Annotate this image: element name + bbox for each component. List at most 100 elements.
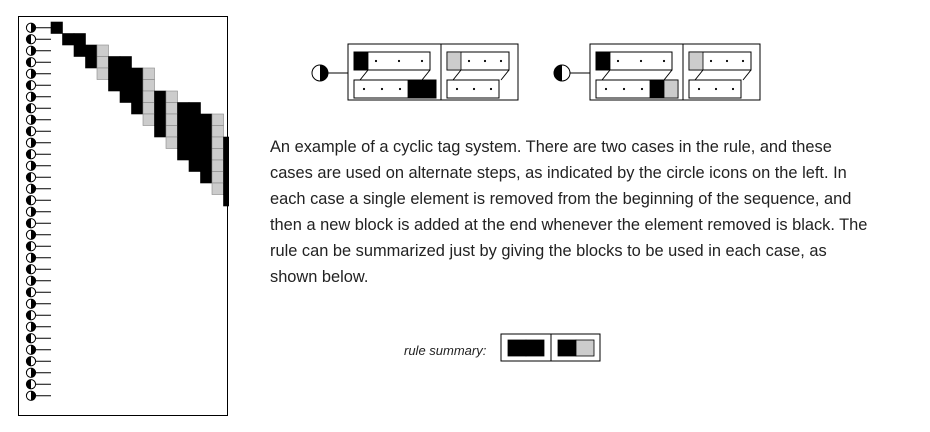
ellipsis-dot: [622, 87, 626, 91]
sequence-cell: [200, 171, 213, 184]
step-phase-icon: [25, 218, 37, 229]
step-phase-icon: [25, 80, 37, 91]
sequence-cell: [142, 79, 155, 92]
sequence-cell: [154, 113, 167, 126]
ellipsis-dot: [697, 87, 701, 91]
ellipsis-dot: [489, 87, 493, 91]
sequence-cell: [131, 102, 144, 115]
step-phase-icon: [25, 91, 37, 102]
step-phase-icon: [25, 241, 37, 252]
sequence-cell: [223, 182, 229, 195]
step-phase-icon: [25, 298, 37, 309]
sequence-cell: [200, 148, 213, 161]
sequence-cell: [165, 102, 178, 115]
sequence-cell: [85, 56, 98, 69]
step-phase-icon: [25, 114, 37, 125]
sequence-cell: [211, 148, 224, 161]
sequence-cell: [165, 125, 178, 138]
ellipsis-dot: [374, 59, 378, 63]
ellipsis-dot: [741, 59, 745, 63]
ellipsis-dot: [472, 87, 476, 91]
sequence-cell: [119, 67, 132, 80]
sequence-cell: [200, 136, 213, 149]
output-row-black: [353, 79, 437, 99]
evolution-panel: [18, 16, 229, 416]
sequence-cell: [177, 102, 190, 115]
sequence-cell: [188, 148, 201, 161]
input-row-gray: [446, 51, 510, 71]
step-phase-icon: [25, 45, 37, 56]
step-phase-icon: [25, 333, 37, 344]
sequence-cell: [165, 113, 178, 126]
ellipsis-dot: [455, 87, 459, 91]
sequence-cell: [108, 56, 121, 69]
step-phase-icon: [25, 160, 37, 171]
added-cell: [663, 79, 679, 99]
sequence-cell: [188, 102, 201, 115]
sequence-cell: [223, 136, 229, 149]
sequence-cell: [211, 113, 224, 126]
step-phase-icon: [25, 229, 37, 240]
sequence-cell: [131, 90, 144, 103]
removed-cell: [353, 51, 369, 71]
sequence-cell: [165, 90, 178, 103]
ellipsis-dot: [640, 87, 644, 91]
sequence-cell: [211, 171, 224, 184]
ellipsis-dot: [604, 87, 608, 91]
ellipsis-dot: [398, 87, 402, 91]
sequence-cell: [96, 56, 109, 69]
evolution-grid: [25, 21, 229, 401]
input-row-black: [353, 51, 431, 71]
step-phase-icon: [25, 149, 37, 160]
sequence-cell: [165, 136, 178, 149]
sequence-cell: [108, 67, 121, 80]
sequence-cell: [154, 90, 167, 103]
sequence-cell: [62, 33, 75, 46]
rule-summary-box: [500, 333, 601, 362]
sequence-cell: [154, 125, 167, 138]
sequence-cell: [211, 159, 224, 172]
sequence-cell: [188, 136, 201, 149]
added-cell: [421, 79, 437, 99]
ellipsis-dot: [725, 59, 729, 63]
step-phase-icon: [25, 22, 37, 33]
output-row-black: [595, 79, 679, 99]
step-phase-icon: [25, 275, 37, 286]
sequence-cell: [177, 125, 190, 138]
sequence-cell: [223, 148, 229, 161]
sequence-cell: [96, 67, 109, 80]
case-phase-icon: [311, 64, 329, 82]
sequence-cell: [188, 159, 201, 172]
step-phase-icon: [25, 183, 37, 194]
summary-cell: [525, 339, 545, 357]
ellipsis-dot: [483, 59, 487, 63]
ellipsis-dot: [731, 87, 735, 91]
sequence-cell: [188, 113, 201, 126]
input-row-gray: [688, 51, 752, 71]
caption-text: An example of a cyclic tag system. There…: [270, 138, 868, 286]
step-phase-icon: [25, 390, 37, 401]
sequence-cell: [223, 171, 229, 184]
step-phase-icon: [25, 103, 37, 114]
sequence-cell: [223, 194, 229, 207]
input-row-black: [595, 51, 673, 71]
step-phase-icon: [25, 126, 37, 137]
step-phase-icon: [25, 34, 37, 45]
step-phase-icon: [25, 356, 37, 367]
sequence-cell: [223, 159, 229, 172]
sequence-cell: [131, 67, 144, 80]
ellipsis-dot: [380, 87, 384, 91]
step-phase-icon: [25, 137, 37, 148]
sequence-cell: [211, 182, 224, 195]
step-phase-icon: [25, 206, 37, 217]
summary-cell: [575, 339, 595, 357]
sequence-cell: [108, 79, 121, 92]
sequence-cell: [211, 136, 224, 149]
removed-cell: [688, 51, 704, 71]
sequence-cell: [142, 67, 155, 80]
rule-summary-label: rule summary:: [404, 343, 487, 358]
added-cell: [407, 79, 423, 99]
summary-cell: [507, 339, 527, 357]
sequence-cell: [200, 125, 213, 138]
sequence-cell: [142, 113, 155, 126]
